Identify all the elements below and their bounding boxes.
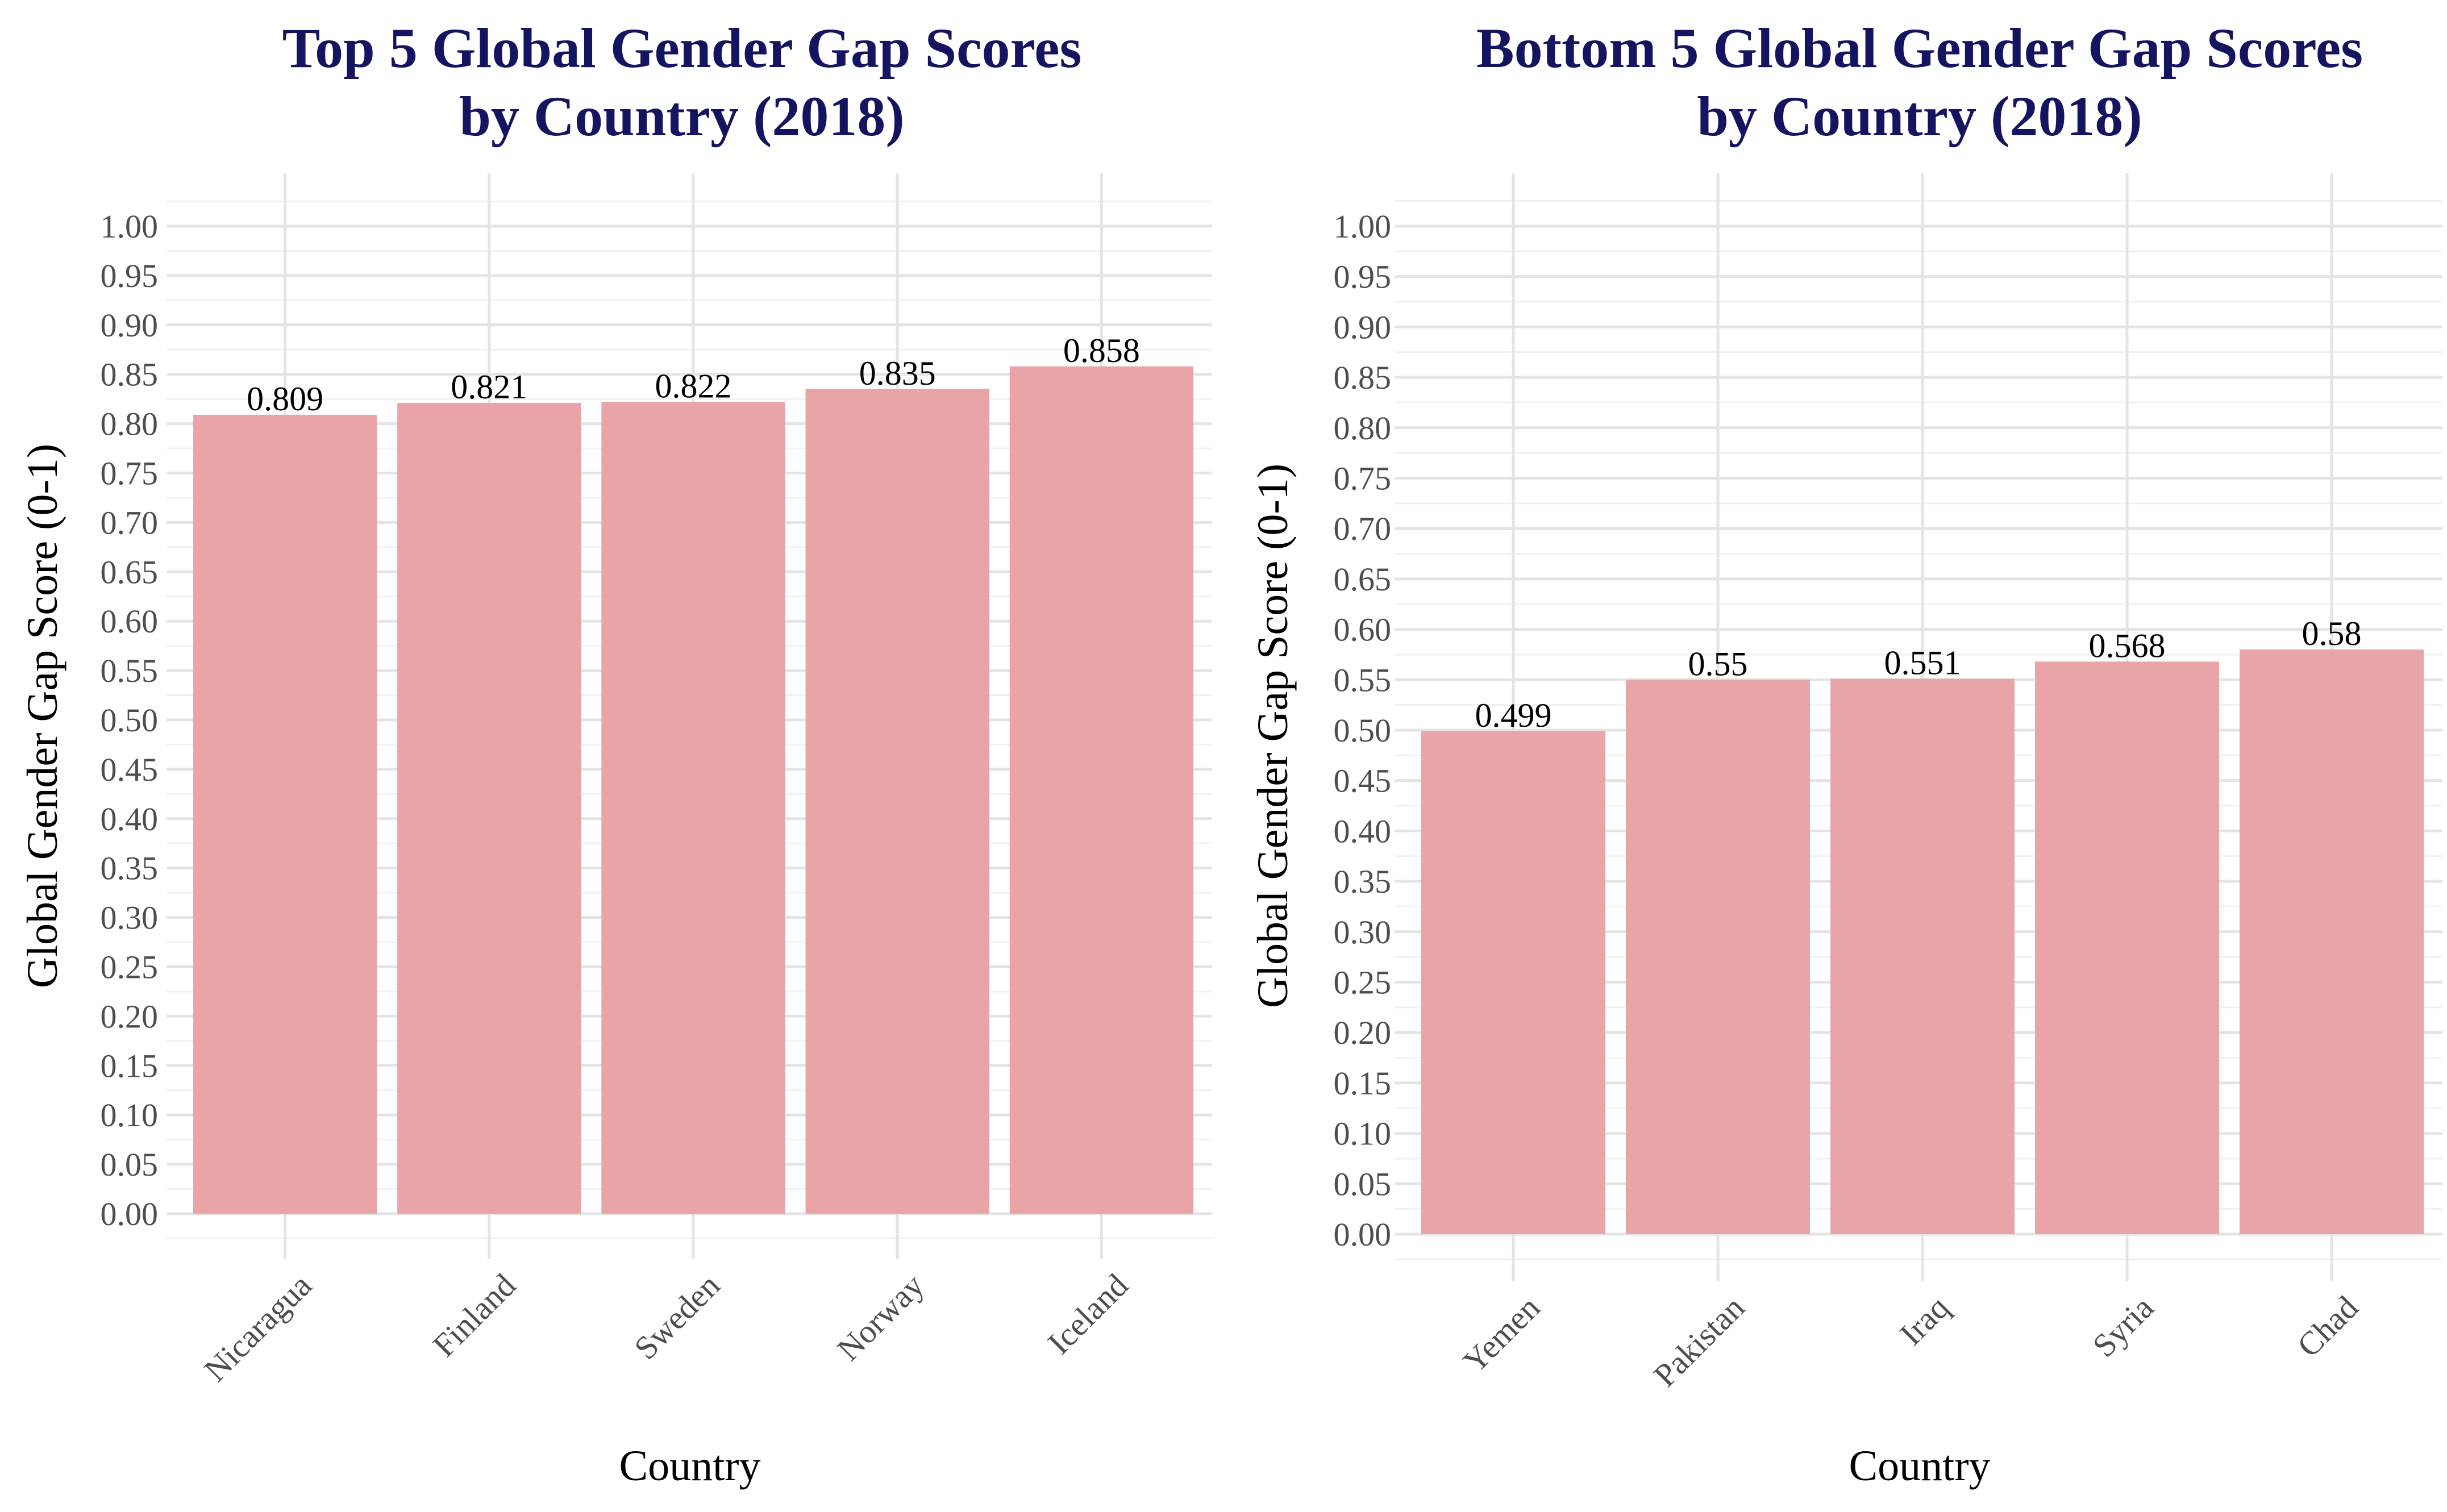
value-label-yemen: 0.499 <box>1475 697 1552 734</box>
bar-finland <box>397 403 581 1214</box>
chart-title-line-2: by Country (2018) <box>1697 85 2142 148</box>
y-tick-label: 0.00 <box>1334 1216 1392 1253</box>
y-tick-label: 0.15 <box>1334 1065 1392 1102</box>
y-axis-title: Global Gender Gap Score (0-1) <box>1249 464 1297 1008</box>
y-tick-label: 0.80 <box>101 406 159 443</box>
bars <box>193 366 1194 1214</box>
y-tick-label: 0.35 <box>101 850 159 887</box>
x-axis-title: Country <box>1849 1442 1990 1490</box>
y-tick-label: 0.85 <box>1334 359 1392 396</box>
y-tick-label: 0.80 <box>1334 410 1392 447</box>
y-tick-label: 0.55 <box>101 652 159 689</box>
y-tick-label: 0.65 <box>1334 561 1392 598</box>
value-label-iraq: 0.551 <box>1884 644 1961 682</box>
bar-nicaragua <box>193 414 377 1214</box>
y-tick-label: 0.15 <box>101 1047 159 1084</box>
bar-yemen <box>1421 731 1605 1234</box>
y-tick-label: 1.00 <box>101 208 159 245</box>
y-tick-label: 0.75 <box>1334 460 1392 497</box>
y-tick-label: 0.70 <box>101 504 159 541</box>
bar-iceland <box>1009 366 1194 1214</box>
value-labels: 0.809 0.821 0.822 0.835 0.858 <box>247 332 1140 418</box>
chart-bottom5: Bottom 5 Global Gender Gap Scores by Cou… <box>1249 16 2442 1490</box>
y-tick-label: 0.25 <box>1334 964 1392 1001</box>
y-tick-label: 0.45 <box>101 751 159 788</box>
y-tick-label: 0.30 <box>101 899 159 936</box>
y-tick-label: 0.00 <box>101 1196 159 1232</box>
value-label-pakistan: 0.55 <box>1688 645 1748 682</box>
y-tick-label: 0.95 <box>101 257 159 294</box>
y-axis-tick-labels: 0.00 0.05 0.10 0.15 0.20 0.25 0.30 0.35 0.40 0.45… <box>1334 208 1392 1253</box>
bar-iraq <box>1830 678 2015 1234</box>
bar-syria <box>2035 661 2219 1234</box>
bar-pakistan <box>1626 680 1810 1234</box>
value-label-iceland: 0.858 <box>1063 332 1140 369</box>
chart-title-line-2: by Country (2018) <box>459 85 904 148</box>
bar-sweden <box>601 402 785 1214</box>
y-tick-label: 0.60 <box>101 603 159 640</box>
y-tick-label: 0.60 <box>1334 611 1392 648</box>
y-tick-label: 0.50 <box>101 702 159 739</box>
y-tick-label: 0.10 <box>101 1097 159 1134</box>
value-label-syria: 0.568 <box>2089 627 2166 664</box>
y-tick-label: 0.30 <box>1334 914 1392 951</box>
y-axis-title: Global Gender Gap Score (0-1) <box>19 444 66 988</box>
bars <box>1421 649 2424 1234</box>
value-label-sweden: 0.822 <box>655 367 732 405</box>
chart-title-line-1: Bottom 5 Global Gender Gap Scores <box>1476 16 2363 80</box>
y-axis-tick-labels: 0.00 0.05 0.10 0.15 0.20 0.25 0.30 0.35 0.40 0.45… <box>101 208 159 1232</box>
value-labels: 0.499 0.55 0.551 0.568 0.58 <box>1475 615 2362 734</box>
chart-title-line-1: Top 5 Global Gender Gap Scores <box>282 16 1082 80</box>
value-label-finland: 0.821 <box>451 368 527 406</box>
y-tick-label: 0.05 <box>101 1146 159 1183</box>
y-tick-label: 0.85 <box>101 356 159 393</box>
x-axis-title: Country <box>619 1442 760 1490</box>
y-tick-label: 0.40 <box>1334 813 1392 849</box>
value-label-norway: 0.835 <box>859 355 936 392</box>
y-tick-label: 0.20 <box>1334 1014 1392 1051</box>
y-tick-label: 0.95 <box>1334 259 1392 295</box>
y-tick-label: 0.75 <box>101 455 159 492</box>
bar-norway <box>805 389 989 1214</box>
y-tick-label: 0.25 <box>101 949 159 986</box>
y-tick-label: 0.45 <box>1334 763 1392 799</box>
y-tick-label: 0.90 <box>101 307 159 344</box>
y-tick-label: 1.00 <box>1334 208 1392 245</box>
y-tick-label: 0.20 <box>101 998 159 1035</box>
y-tick-label: 0.40 <box>101 801 159 838</box>
chart-top5: Top 5 Global Gender Gap Scores by Countr… <box>19 16 1212 1490</box>
y-tick-label: 0.10 <box>1334 1115 1392 1152</box>
bar-chad <box>2240 649 2424 1234</box>
y-tick-label: 0.70 <box>1334 510 1392 547</box>
value-label-nicaragua: 0.809 <box>247 380 323 418</box>
y-tick-label: 0.05 <box>1334 1165 1392 1202</box>
y-tick-label: 0.50 <box>1334 712 1392 749</box>
y-tick-label: 0.90 <box>1334 309 1392 345</box>
y-tick-label: 0.65 <box>101 553 159 590</box>
y-tick-label: 0.55 <box>1334 661 1392 698</box>
y-tick-label: 0.35 <box>1334 863 1392 900</box>
value-label-chad: 0.58 <box>2302 615 2362 652</box>
